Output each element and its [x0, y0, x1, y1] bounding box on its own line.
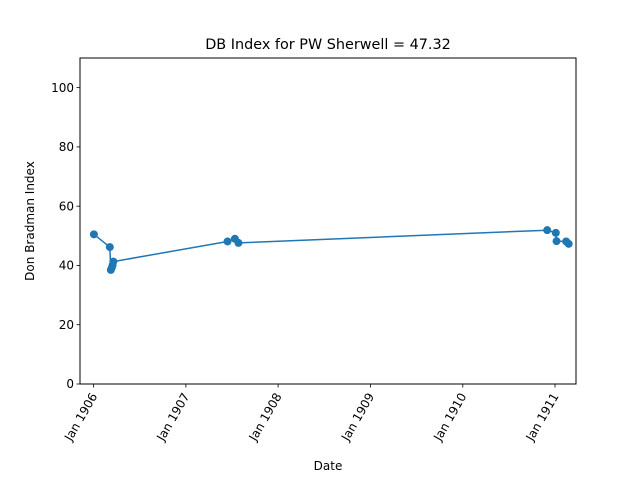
data-point — [105, 243, 114, 252]
data-point — [234, 238, 243, 247]
x-axis-ticks: Jan 1906 Jan 1907 Jan 1908 Jan 1909 Jan 1910… — [61, 384, 562, 445]
series-group — [89, 226, 573, 274]
y-axis-ticks: 0 20 40 60 80 100 — [51, 81, 80, 391]
y-tick-label: 60 — [59, 199, 74, 213]
x-tick-label: Jan 1906 — [61, 391, 100, 445]
x-tick-label: Jan 1910 — [430, 391, 469, 445]
series-line — [93, 229, 570, 271]
x-tick-label: Jan 1907 — [153, 391, 192, 445]
x-tick-label: Jan 1908 — [246, 391, 285, 445]
y-tick-label: 40 — [59, 259, 74, 273]
data-point — [551, 228, 560, 237]
y-tick-label: 20 — [59, 318, 74, 332]
plot-frame — [79, 57, 577, 385]
data-point — [223, 237, 232, 246]
y-axis-label: Don Bradman Index — [23, 161, 37, 281]
data-point — [552, 237, 561, 246]
x-tick-label: Jan 1909 — [338, 391, 377, 445]
x-axis-label: Date — [314, 459, 343, 473]
y-tick-label: 80 — [59, 140, 74, 154]
y-tick-label: 0 — [66, 377, 74, 391]
data-point — [109, 257, 118, 266]
y-tick-label: 100 — [51, 81, 74, 95]
data-point — [89, 230, 98, 239]
data-point — [543, 226, 552, 235]
x-tick-label: Jan 1911 — [523, 391, 562, 445]
chart-title: DB Index for PW Sherwell = 47.32 — [205, 37, 451, 53]
data-point — [564, 239, 573, 248]
